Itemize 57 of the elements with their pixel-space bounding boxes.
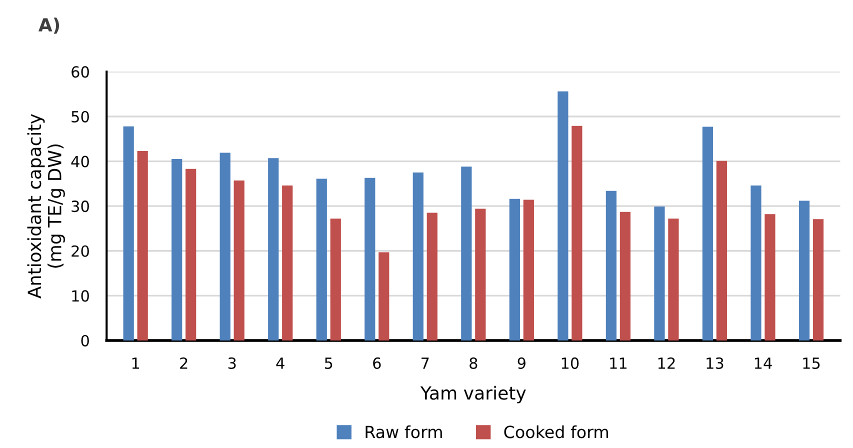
y-axis-title: Antioxidant capacity (mg TE/g DW)	[27, 114, 65, 298]
bar	[572, 126, 582, 340]
y-tick-label: 0	[81, 334, 89, 346]
bar	[268, 158, 279, 340]
bar	[812, 219, 824, 340]
y-tick-label: 50	[72, 110, 89, 122]
bar	[558, 91, 568, 340]
x-tick-label: 4	[276, 358, 284, 369]
bar	[716, 160, 728, 340]
bar	[330, 218, 341, 340]
bar	[234, 180, 244, 340]
bar	[750, 185, 762, 340]
x-tick-label: 13	[706, 357, 724, 369]
x-tick-label: 1	[132, 358, 140, 369]
y-tick-label: 30	[72, 200, 89, 212]
x-tick-label: 3	[228, 357, 236, 369]
x-tick-label: 7	[422, 358, 429, 369]
x-tick-label: 6	[373, 357, 381, 369]
bar	[282, 185, 293, 340]
bar	[186, 168, 196, 340]
bar	[475, 208, 486, 340]
bar	[364, 178, 376, 340]
x-tick-label: 12	[658, 357, 675, 369]
y-tick-label: 40	[71, 156, 89, 168]
bar	[764, 214, 776, 340]
bar	[702, 126, 714, 340]
x-tick-label: 11	[610, 358, 627, 369]
bar	[461, 166, 472, 340]
legend-label: Cooked form	[504, 425, 608, 438]
bar	[654, 206, 665, 340]
bar	[798, 200, 810, 340]
x-tick-label: 2	[180, 357, 188, 369]
bar	[378, 252, 390, 340]
bar	[220, 152, 230, 340]
y-tick-label: 10	[72, 290, 89, 302]
bar	[606, 190, 617, 340]
x-tick-label: 9	[518, 357, 526, 369]
x-tick-label: 10	[562, 357, 579, 369]
bar	[523, 200, 534, 340]
x-tick-label: 15	[803, 358, 820, 369]
bar	[620, 212, 631, 340]
y-tick-label: 60	[72, 66, 89, 78]
bar	[123, 126, 134, 340]
text: A)	[38, 18, 60, 34]
x-tick-label: 8	[470, 357, 478, 369]
bar	[172, 159, 182, 340]
x-tick-label: 14	[754, 358, 772, 369]
y-tick-label: 20	[72, 245, 89, 257]
x-axis-title: Yam variety	[420, 386, 526, 404]
bar	[509, 198, 520, 340]
x-tick-label: 5	[324, 358, 332, 369]
bar	[412, 172, 424, 340]
bar	[668, 218, 679, 340]
legend-label: Raw form	[366, 425, 442, 438]
bar	[426, 212, 438, 340]
bar	[137, 150, 148, 340]
bar	[316, 178, 327, 340]
